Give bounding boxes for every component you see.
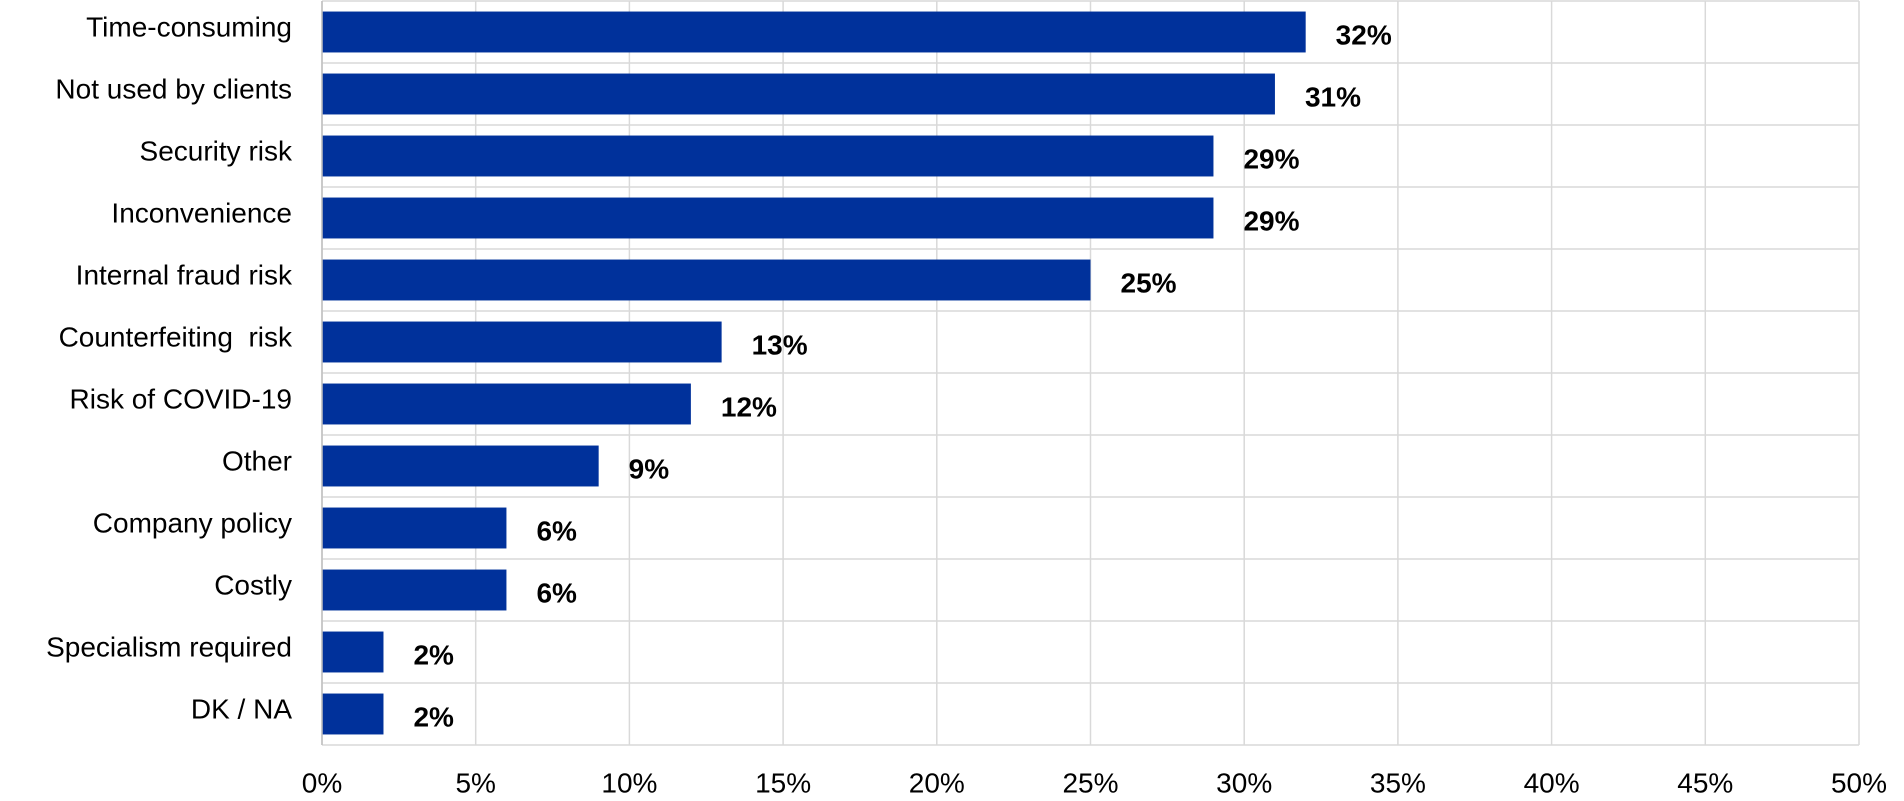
x-tick-label: 5% bbox=[455, 767, 495, 796]
y-tick-label: Specialism required bbox=[46, 631, 292, 662]
y-tick-label: DK / NA bbox=[191, 693, 292, 724]
value-label: 6% bbox=[536, 515, 577, 546]
bar bbox=[322, 507, 507, 549]
value-label: 9% bbox=[629, 453, 670, 484]
y-tick-label: Risk of COVID-19 bbox=[70, 383, 293, 414]
value-label: 29% bbox=[1243, 143, 1299, 174]
x-tick-label: 50% bbox=[1831, 767, 1887, 796]
bar bbox=[322, 73, 1275, 115]
y-tick-label: Not used by clients bbox=[55, 73, 292, 104]
y-tick-label: Costly bbox=[214, 569, 292, 600]
value-label: 31% bbox=[1305, 81, 1361, 112]
bar bbox=[322, 693, 384, 735]
x-tick-label: 25% bbox=[1062, 767, 1118, 796]
y-tick-label: Time-consuming bbox=[86, 11, 292, 42]
bar bbox=[322, 569, 507, 611]
x-tick-label: 40% bbox=[1524, 767, 1580, 796]
bar bbox=[322, 259, 1091, 301]
x-tick-label: 35% bbox=[1370, 767, 1426, 796]
x-tick-label: 20% bbox=[909, 767, 965, 796]
value-label: 13% bbox=[752, 329, 808, 360]
value-label: 29% bbox=[1243, 205, 1299, 236]
value-label: 2% bbox=[413, 639, 454, 670]
bar bbox=[322, 383, 691, 425]
value-label: 6% bbox=[536, 577, 577, 608]
value-label: 12% bbox=[721, 391, 777, 422]
y-tick-label: Internal fraud risk bbox=[76, 259, 293, 290]
y-tick-label: Company policy bbox=[93, 507, 292, 538]
y-tick-label: Other bbox=[222, 445, 292, 476]
x-tick-label: 45% bbox=[1677, 767, 1733, 796]
y-tick-label: Security risk bbox=[140, 135, 293, 166]
bar bbox=[322, 445, 599, 487]
bar bbox=[322, 321, 722, 363]
bar bbox=[322, 135, 1214, 177]
value-label: 2% bbox=[413, 701, 454, 732]
value-label: 32% bbox=[1336, 19, 1392, 50]
x-tick-label: 0% bbox=[302, 767, 342, 796]
x-tick-label: 10% bbox=[601, 767, 657, 796]
x-tick-label: 30% bbox=[1216, 767, 1272, 796]
bar bbox=[322, 631, 384, 673]
bar bbox=[322, 197, 1214, 239]
value-label: 25% bbox=[1121, 267, 1177, 298]
y-tick-label: Counterfeiting risk bbox=[59, 321, 293, 352]
bar bbox=[322, 11, 1306, 53]
x-tick-label: 15% bbox=[755, 767, 811, 796]
y-tick-label: Inconvenience bbox=[111, 197, 292, 228]
